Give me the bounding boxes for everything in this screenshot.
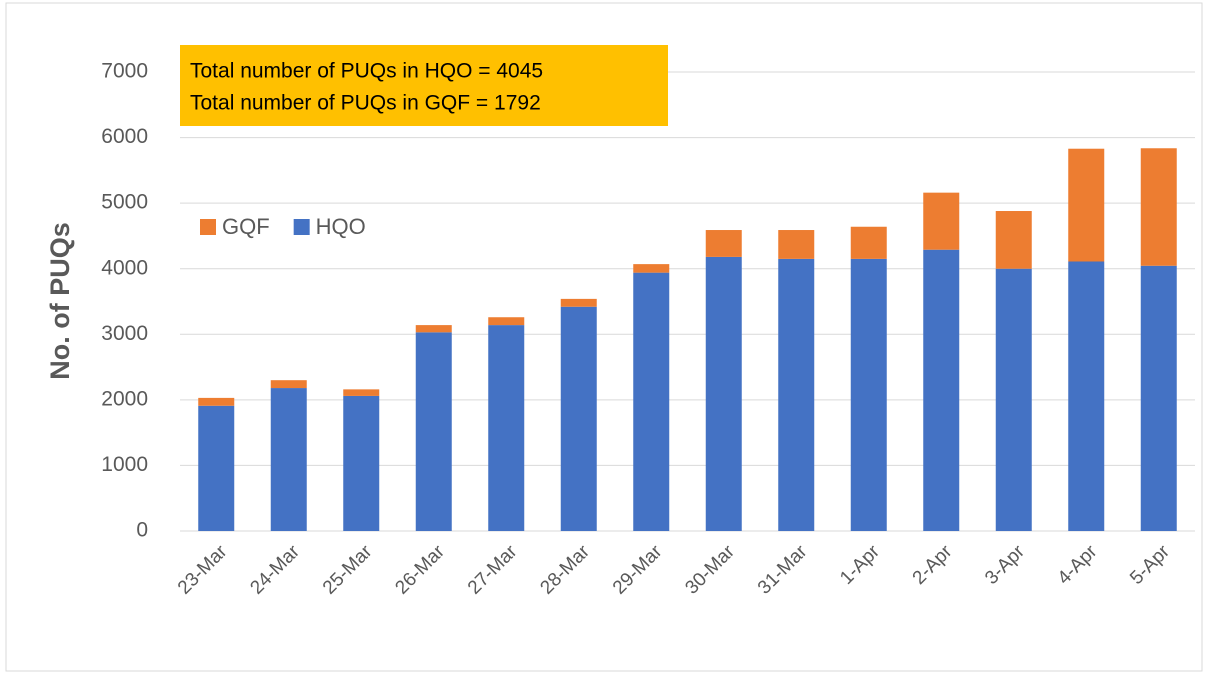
bar-segment	[923, 249, 960, 531]
bar-segment	[705, 256, 742, 531]
bar-segment	[1068, 261, 1105, 531]
x-tick-label: 4-Apr	[1054, 541, 1102, 589]
y-tick-label: 2000	[101, 387, 148, 410]
x-tick-label: 3-Apr	[981, 541, 1029, 589]
y-tick-label: 4000	[101, 256, 148, 279]
bar-segment	[198, 405, 235, 531]
bar-segment	[923, 192, 960, 250]
x-tick-label: 26-Mar	[391, 541, 449, 599]
bar-segment	[778, 230, 815, 259]
bar-segment	[198, 397, 235, 406]
bar-segment	[633, 272, 670, 531]
y-tick-label: 5000	[101, 191, 148, 214]
x-tick-label: 31-Mar	[754, 541, 812, 599]
bar-segment	[488, 317, 525, 326]
bar-segment	[778, 258, 815, 531]
annotation: Total number of PUQs in GQF = 1792	[190, 92, 541, 115]
y-tick-label: 1000	[101, 453, 148, 476]
bar-segment	[995, 211, 1032, 269]
bar-segment	[343, 389, 380, 396]
bar-segment	[850, 226, 887, 259]
bar-segment	[560, 306, 597, 531]
y-tick-label: 3000	[101, 322, 148, 345]
bar-segment	[1140, 265, 1177, 531]
x-tick-label: 24-Mar	[246, 541, 304, 599]
bar-segment	[270, 388, 307, 531]
annotation-box	[180, 45, 668, 126]
bar-segment	[415, 325, 452, 333]
bar-segment	[343, 395, 380, 531]
x-tick-label: 25-Mar	[319, 541, 377, 599]
x-tick-label: 2-Apr	[909, 541, 957, 589]
x-tick-label: 30-Mar	[681, 541, 739, 599]
legend-swatch	[293, 219, 310, 235]
plot-area: 0 1000 2000 3000 4000 5000 6000 7000 23-Mar 24-Ma…	[101, 60, 1195, 599]
chart-border	[5, 2, 1203, 672]
x-tick-label: 23-Mar	[174, 541, 232, 599]
bar-segment	[633, 264, 670, 273]
bar-segment	[1068, 148, 1105, 262]
bar-segment	[1140, 148, 1177, 266]
y-axis-label: No. of PUQs	[45, 222, 75, 380]
y-tick-label: 6000	[101, 125, 148, 148]
bar-segment	[995, 268, 1032, 531]
bar-segment	[488, 325, 525, 531]
y-tick-label: 0	[136, 519, 148, 542]
annotation: Total number of PUQs in HQO = 4045	[190, 60, 543, 83]
x-tick-label: 1-Apr	[836, 541, 884, 589]
bar-segment	[560, 298, 597, 307]
y-tick-label: 7000	[101, 60, 148, 83]
legend-label: HQO	[316, 214, 366, 239]
bar-segment	[850, 258, 887, 531]
x-tick-label: 29-Mar	[609, 541, 667, 599]
x-tick-label: 5-Apr	[1126, 541, 1174, 589]
x-tick-label: 27-Mar	[464, 541, 522, 599]
x-tick-label: 28-Mar	[536, 541, 594, 599]
legend-swatch	[200, 219, 216, 235]
bar-segment	[705, 230, 742, 257]
bar-segment	[270, 380, 307, 389]
legend-label: GQF	[222, 214, 270, 239]
bar-segment	[415, 332, 452, 531]
